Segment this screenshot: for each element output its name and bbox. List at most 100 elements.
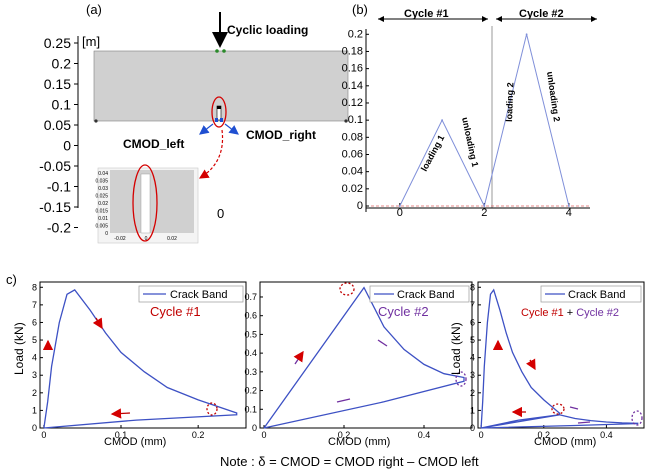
plot-cycle1-2: 0 1 2 3 4 5 6 7 8 0 0.2 0.4 Load (kN) CMOD (mm) Cra… [449,281,645,448]
plot2-legend [369,285,470,303]
plot1-y-tick-label: 1 [32,405,37,415]
panel-a-y-tick-label: -0.1 [47,179,71,195]
plot2-cycle-label: Cycle #2 [378,304,429,319]
right-support [344,119,348,123]
load-point-left [215,49,219,53]
plot2-y-tick-label: 0 [252,423,257,433]
plot2-y-tick-label: 0.6 [244,311,257,321]
inset-highlight-ellipse [132,164,158,242]
panel-a-y-tick-label: 0.05 [44,117,71,133]
panel-a-y-tick-label: -0.2 [47,220,71,236]
plot2-y-tick-label: 0.2 [244,386,257,396]
panel-b-point [525,33,528,36]
plot3-frame [477,281,645,429]
panel-b-x-tick-label: 0 [397,207,403,219]
inset-y-tick-label: 0.04 [98,171,108,177]
plot1-crack-band-curve [43,289,238,429]
panel-b-y-tick-label: 0.1 [348,114,363,126]
plot3-x-tick-label: 0 [479,430,484,440]
panel-b: (b) Cycle #1 Cycle #2 00.020.040.060.080… [342,2,597,219]
plot1-y-tick-label: 4 [32,353,37,363]
cycle1-header: Cycle #1 [404,8,449,20]
plot1-legend [138,285,244,303]
loading-history-line [399,34,570,208]
notch-highlight-ellipse [211,96,227,128]
panel-b-y-tick-label: 0.12 [342,97,363,109]
plot1-legend-label: Crack Band [170,289,227,301]
panel-b-x-tick-label: 2 [481,207,487,219]
loading-history-points [398,33,570,207]
phase-label-unloading-2: unloading 2 [545,71,562,122]
plot3-x-tick-label: 0.2 [538,430,551,440]
plot3-turning-point-1 [551,403,565,415]
inset-y-tick-label: 0.01 [98,216,108,222]
plot3-y-tick-label: 6 [470,317,475,327]
panel-a-y-ticks: 0.25 0.2 0.15 0.1 0.05 0 -0.05 -0.1 -0.15 -0.2 [39,35,78,236]
cmod-right-arrow [224,123,239,135]
panel-b-point [441,119,443,122]
zoom-arrow [198,129,224,179]
plot2-y-tick-label: 0.7 [244,292,257,302]
notch-tip [217,106,221,109]
plot2-peak-marker [339,282,355,296]
plot2-y-tick-label: 0.1 [244,404,257,414]
plot2-y-tick-label: 0.5 [244,329,257,339]
panel-a-y-tick-label: 0.25 [44,35,71,51]
plot1-y-tick-label: 3 [32,370,37,380]
panel-a-x-tick-0: 0 [217,206,224,221]
plot1-y-tick-label: 2 [32,388,37,398]
panel-b-y-tick-label: 0.04 [342,166,363,178]
plot3-y-tick-label: 8 [470,282,475,292]
inset-x-tick-label: 0.02 [167,236,177,242]
plot1-x-tick-label: 0.2 [192,430,205,440]
inset-y-tick-label: 0.02 [98,201,108,207]
panel-a-y-tick-label: 0.2 [52,56,72,72]
cmod-left-point [215,118,218,122]
plot3-x-tick-label: 0.4 [600,430,613,440]
plot3-xlabel: CMOD (mm) [534,436,596,448]
plot1-y-tick-label: 7 [32,300,37,310]
plot3-cycle-label: Cycle #1 + Cycle #2 [521,307,619,319]
plot1-y-tick-label: 5 [32,335,37,345]
plot-cycle2: 00.10.20.30.40.50.60.70 0.2 0.4 CMOD (mm) … [244,281,473,448]
panel-b-y-tick-label: 0.06 [342,148,363,160]
plot1-ticks: 0 1 2 3 4 5 6 7 8 0 0.1 0.2 [32,282,204,440]
plot2-arrow-loading [293,350,304,365]
plot-cycle1: 0 1 2 3 4 5 6 7 8 0 0.1 0.2 Load (kN) CMOD (mm) Cra… [12,281,247,448]
cmod-left-label: CMOD_left [123,137,184,151]
left-support [94,119,98,123]
panel-b-y-tick-label: 0.18 [342,45,363,57]
panel-b-y-tick-label: 0 [357,200,363,212]
inset-y-tick-label: 0.005 [95,224,108,230]
plot1-y-tick-label: 0 [32,423,37,433]
cycle2-header: Cycle #2 [519,8,564,20]
panel-a-label: (a) [86,2,102,17]
plot1-y-tick-label: 6 [32,317,37,327]
cmod-left-arrow [199,123,214,135]
panel-a: (a) [m] 0.25 0.2 0.15 0.1 0.05 0 -0.05 -0.1 -0.1… [39,2,349,244]
plot3-crack-band-curve [480,288,639,429]
panel-b-y-tick-label: 0.02 [342,183,363,195]
plot3-legend-label: Crack Band [568,289,625,301]
inset-y-tick-label: 0.03 [98,186,108,192]
plot1-x-tick-label: 0.1 [115,430,128,440]
cyclic-loading-label: Cyclic loading [227,23,308,37]
plot2-x-tick-label: 0 [261,430,266,440]
plot3-ylabel: Load (kN) [449,322,463,375]
panel-c-label: c) [6,272,17,287]
cycle1-span-arrow-right [482,16,488,22]
plot3-y-tick-label: 4 [470,353,475,363]
phase-label-loading-2: loading 2 [504,82,515,122]
plot1-x-tick-label: 0 [41,430,46,440]
inset-y-tick-label: 0.015 [95,209,108,215]
cmod-right-point [220,118,223,122]
plot3-arrow-softening-2 [569,406,579,410]
panel-b-x-tick-label: 4 [566,207,572,219]
panel-a-unit: [m] [82,34,100,49]
panel-a-y-tick-label: 0.1 [52,97,72,113]
plot3-y-tick-label: 3 [470,370,475,380]
plot3-cycle2-text: Cycle #2 [576,307,619,319]
plot1-xlabel: CMOD (mm) [104,436,166,448]
panel-b-y-tick-label: 0.14 [342,80,363,92]
